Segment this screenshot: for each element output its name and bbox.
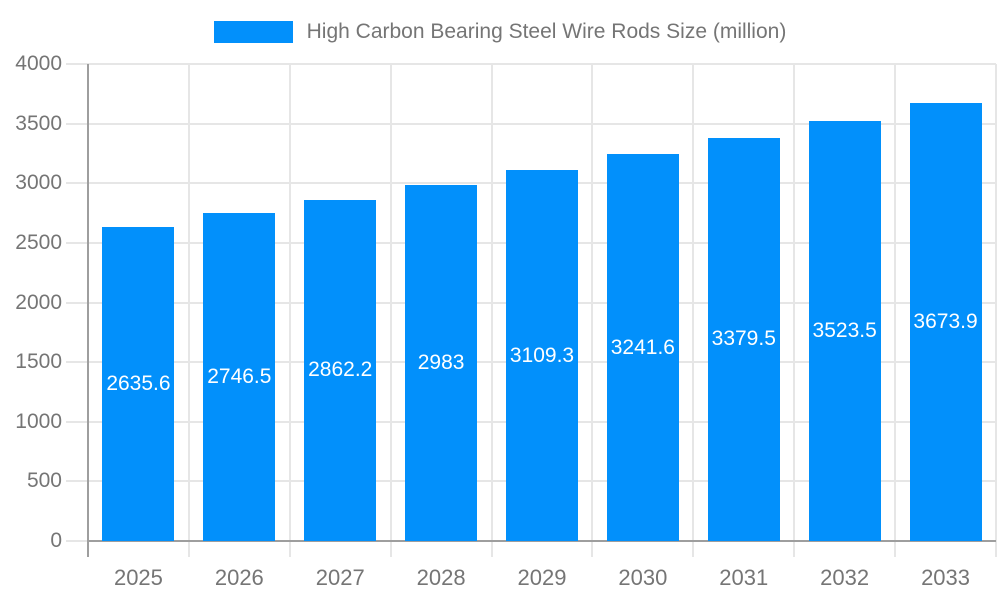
y-axis-label: 0 [50, 529, 62, 552]
bar-2030 [606, 154, 679, 541]
chart-legend: High Carbon Bearing Steel Wire Rods Size… [0, 14, 1000, 50]
x-axis-label: 2028 [416, 565, 466, 590]
x-axis-label: 2025 [113, 565, 163, 590]
x-axis-tick [389, 541, 392, 557]
x-axis-label: 2032 [820, 565, 870, 590]
bar-value-label: 3523.5 [812, 318, 877, 342]
bar-value-label: 2746.5 [207, 365, 272, 389]
y-axis-tick [66, 420, 88, 423]
x-gridline [389, 64, 392, 541]
x-gridline [793, 64, 796, 541]
legend-series-label: High Carbon Bearing Steel Wire Rods Size… [306, 20, 787, 43]
legend-swatch [213, 21, 293, 43]
y-axis-tick [66, 241, 88, 244]
x-axis-tick [894, 541, 897, 557]
bar-value-label: 2635.6 [106, 371, 171, 395]
y-axis-tick [66, 182, 88, 185]
bar-value-label: 2983 [417, 351, 465, 375]
x-gridline [288, 64, 291, 541]
x-axis-tick [187, 541, 190, 557]
x-gridline [995, 64, 997, 541]
x-axis-tick [995, 541, 997, 557]
y-axis-tick [66, 361, 88, 364]
bar-2026 [203, 213, 276, 541]
x-axis-label: 2031 [719, 565, 769, 590]
x-axis-baseline [88, 540, 996, 542]
bar-2025 [102, 226, 175, 541]
x-axis-label: 2029 [517, 565, 567, 590]
y-axis-tick [66, 301, 88, 304]
x-axis-tick [490, 541, 493, 557]
x-gridline [591, 64, 594, 541]
y-axis-label: 4000 [15, 52, 62, 75]
bar-value-label: 3241.6 [610, 335, 675, 359]
y-axis-tick [66, 480, 88, 483]
y-axis-tick [66, 122, 88, 125]
y-axis-label: 2000 [15, 290, 62, 314]
x-axis-tick [692, 541, 695, 557]
bar-2027 [304, 199, 377, 541]
bar-2033 [909, 102, 982, 541]
x-gridline [187, 64, 190, 541]
x-axis-label: 2030 [618, 565, 668, 590]
bar-2029 [506, 170, 578, 541]
bar-2031 [707, 137, 780, 541]
x-gridline [490, 64, 493, 541]
y-axis-tick [66, 63, 88, 65]
x-axis-label: 2033 [921, 565, 971, 590]
bar-2032 [808, 120, 881, 541]
y-axis-tick [66, 540, 88, 542]
y-gridline [88, 122, 996, 125]
x-axis-tick [288, 541, 291, 557]
x-gridline [894, 64, 897, 541]
x-axis-label: 2027 [315, 565, 365, 590]
bar-value-label: 3379.5 [711, 327, 776, 351]
y-axis-label: 3500 [15, 111, 62, 135]
y-axis-line [87, 64, 89, 557]
bar-value-label: 3673.9 [913, 309, 978, 333]
x-axis-label: 2026 [214, 565, 264, 590]
y-axis-label: 1500 [15, 350, 62, 374]
x-gridline [692, 64, 695, 541]
bar-value-label: 3109.3 [509, 343, 575, 367]
x-axis-tick [793, 541, 796, 557]
bar-value-label: 2862.2 [308, 358, 373, 382]
y-axis-label: 3000 [15, 171, 62, 195]
y-axis-label: 1000 [15, 409, 62, 433]
y-gridline [88, 63, 996, 65]
x-axis-tick [591, 541, 594, 557]
y-axis-label: 2500 [15, 230, 62, 254]
bar-2028 [405, 185, 478, 541]
y-axis-label: 500 [26, 469, 62, 493]
